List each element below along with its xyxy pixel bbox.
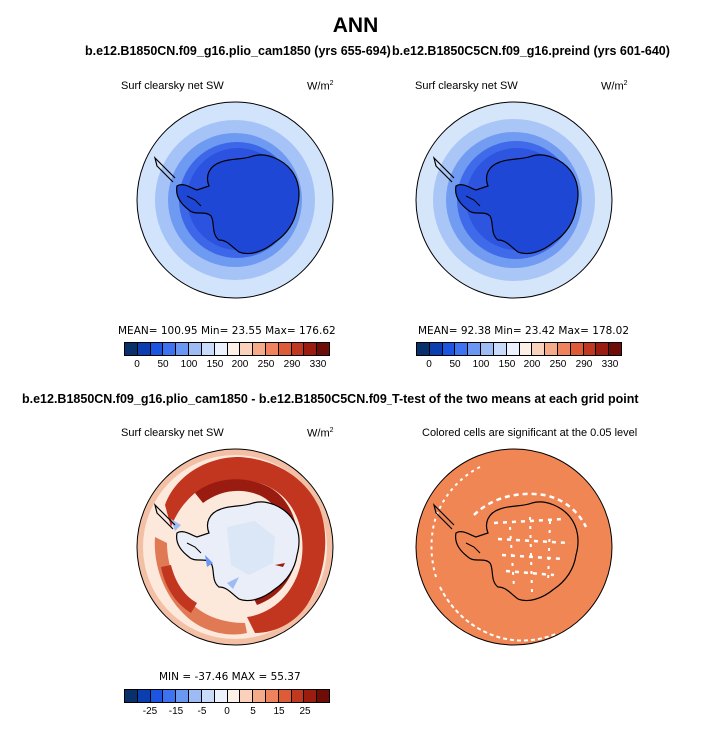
panel3-colorbar: -25 -15 -5 0 5 15 25 [124, 689, 330, 720]
panel1-units-label: W/m2 [307, 80, 334, 93]
panel3-variable-label: Surf clearsky net SW [121, 427, 224, 439]
figure-title: ANN [332, 14, 379, 37]
colorbar-tick-label: 0 [426, 359, 432, 370]
panel2-polar-map [415, 101, 613, 299]
colorbar-diff-swatches [124, 689, 330, 703]
panel1-polar-map [136, 101, 334, 299]
colorbar-tick-label: 150 [498, 359, 516, 370]
panel3-units-label: W/m2 [307, 427, 334, 440]
panel2-title: b.e12.B1850C5CN.f09_g16.preind (yrs 601-… [392, 44, 670, 58]
panel2-stats: MEAN= 92.38 Min= 23.42 Max= 178.02 [418, 325, 630, 337]
colorbar-tick-label: 5 [250, 706, 256, 717]
panel2-colorbar: 0 50 100 150 200 250 290 330 [416, 342, 622, 373]
colorbar-tick-label: 15 [273, 706, 285, 717]
panel4-polar-map [415, 448, 613, 646]
colorbar-tick-label: 250 [257, 359, 275, 370]
colorbar-tick-label: 330 [601, 359, 619, 370]
colorbar-tick-label: 0 [224, 706, 230, 717]
colorbar-abs-swatches [416, 342, 622, 356]
panel1-title: b.e12.B1850CN.f09_g16.plio_cam1850 (yrs … [85, 44, 391, 58]
panel1-variable-label: Surf clearsky net SW [121, 80, 224, 92]
colorbar-tick-label: 200 [523, 359, 541, 370]
panel3-polar-map [136, 448, 334, 646]
colorbar-tick-label: 290 [575, 359, 593, 370]
colorbar-tick-label: -25 [142, 706, 158, 717]
colorbar-tick-label: -15 [168, 706, 184, 717]
colorbar-tick-label: 0 [134, 359, 140, 370]
panel1-colorbar: 0 50 100 150 200 250 290 330 [124, 342, 330, 373]
colorbar-tick-label: 150 [206, 359, 224, 370]
colorbar-tick-label: 330 [309, 359, 327, 370]
colorbar-tick-label: 25 [299, 706, 311, 717]
panel3-title: b.e12.B1850CN.f09_g16.plio_cam1850 - b.e… [22, 392, 392, 406]
panel3-stats: MIN = -37.46 MAX = 55.37 [159, 671, 301, 683]
colorbar-tick-label: -5 [197, 706, 207, 717]
panel4-significance-note: Colored cells are significant at the 0.0… [422, 427, 638, 439]
colorbar-tick-label: 200 [231, 359, 249, 370]
colorbar-abs-swatches [124, 342, 330, 356]
colorbar-tick-label: 100 [180, 359, 198, 370]
colorbar-tick-label: 50 [449, 359, 461, 370]
colorbar-tick-label: 250 [549, 359, 567, 370]
colorbar-tick-label: 50 [157, 359, 169, 370]
colorbar-tick-label: 290 [283, 359, 301, 370]
panel2-variable-label: Surf clearsky net SW [415, 80, 518, 92]
panel2-units-label: W/m2 [601, 80, 628, 93]
panel1-stats: MEAN= 100.95 Min= 23.55 Max= 176.62 [118, 325, 336, 337]
panel4-title: T-test of the two means at each grid poi… [392, 392, 639, 406]
colorbar-tick-label: 100 [472, 359, 490, 370]
